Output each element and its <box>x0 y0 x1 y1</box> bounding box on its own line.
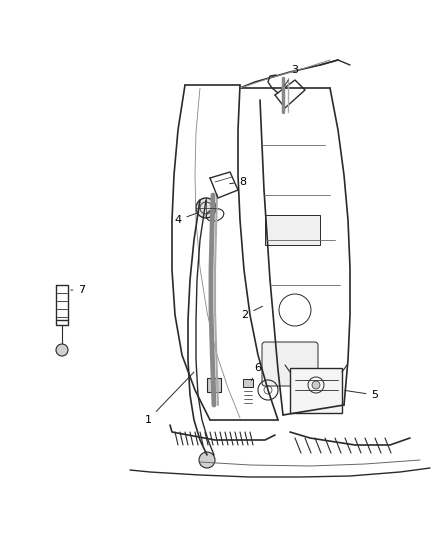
Text: 8: 8 <box>230 177 247 187</box>
Text: 4: 4 <box>174 213 198 225</box>
Circle shape <box>199 452 215 468</box>
Text: 6: 6 <box>251 363 261 381</box>
Bar <box>207 378 221 392</box>
Text: 7: 7 <box>71 285 85 295</box>
FancyBboxPatch shape <box>262 342 318 386</box>
FancyBboxPatch shape <box>290 368 342 413</box>
Bar <box>265 215 320 245</box>
Circle shape <box>56 344 68 356</box>
Text: 1: 1 <box>145 372 194 425</box>
Circle shape <box>196 198 216 218</box>
Text: 5: 5 <box>345 390 378 400</box>
Text: 2: 2 <box>241 306 262 320</box>
Bar <box>243 379 253 387</box>
Circle shape <box>312 381 320 389</box>
Text: 3: 3 <box>285 65 299 86</box>
